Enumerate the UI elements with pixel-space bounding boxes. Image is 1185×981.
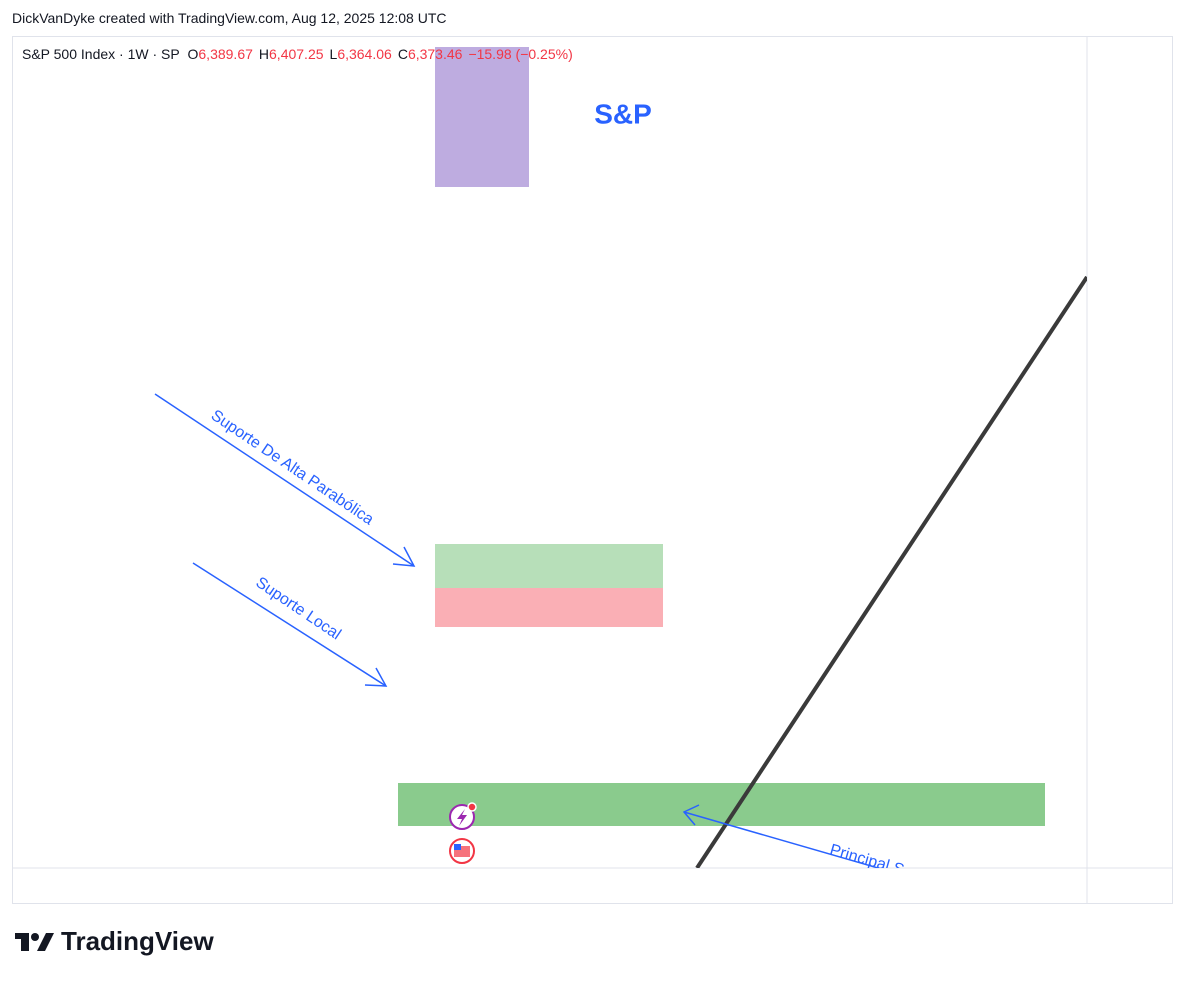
arrow-head xyxy=(682,804,700,826)
range-box xyxy=(435,47,529,187)
ohlc-key: H xyxy=(258,46,270,62)
legend: S&P 500 Index · 1W · SP O6,389.67 H6,407.… xyxy=(22,46,579,62)
arrow xyxy=(154,393,415,567)
credit: DickVanDyke created with TradingView.com… xyxy=(12,10,447,26)
event-icons xyxy=(449,802,477,864)
annotation: Principal S xyxy=(828,842,906,879)
chart-frame xyxy=(12,36,1173,904)
ohlc-value: 6,373.46 xyxy=(407,46,463,62)
event-icon xyxy=(457,809,467,826)
arrow xyxy=(683,811,881,868)
logo-text: TradingView xyxy=(61,926,214,956)
drawings xyxy=(398,47,1087,868)
chart-title: S&P xyxy=(594,98,652,129)
zone-box xyxy=(398,783,1045,826)
arrow xyxy=(192,562,387,687)
ohlc-value: 6,407.25 xyxy=(269,46,324,62)
arrow-head xyxy=(392,546,416,567)
annotation: Suporte De Alta Parabólica xyxy=(208,407,377,529)
ohlc-value: 6,364.06 xyxy=(337,46,392,62)
change: −15.98 (−0.25%) xyxy=(468,46,573,62)
event-dot xyxy=(467,802,477,812)
logo-mark xyxy=(15,932,54,951)
ohlc-key: L xyxy=(329,46,338,62)
symbol: S&P 500 Index · 1W · SP xyxy=(22,46,180,62)
ohlc-key: O xyxy=(187,46,199,62)
ohlc-value: 6,389.67 xyxy=(198,46,253,62)
trend-line xyxy=(695,275,1087,868)
target-zone xyxy=(435,544,663,588)
flag-icon xyxy=(454,844,461,850)
stop-zone xyxy=(435,588,663,627)
ohlc-key: C xyxy=(397,46,408,62)
logo: TradingView xyxy=(15,926,214,957)
flag-icon xyxy=(454,846,470,857)
arrow-head xyxy=(364,667,388,687)
